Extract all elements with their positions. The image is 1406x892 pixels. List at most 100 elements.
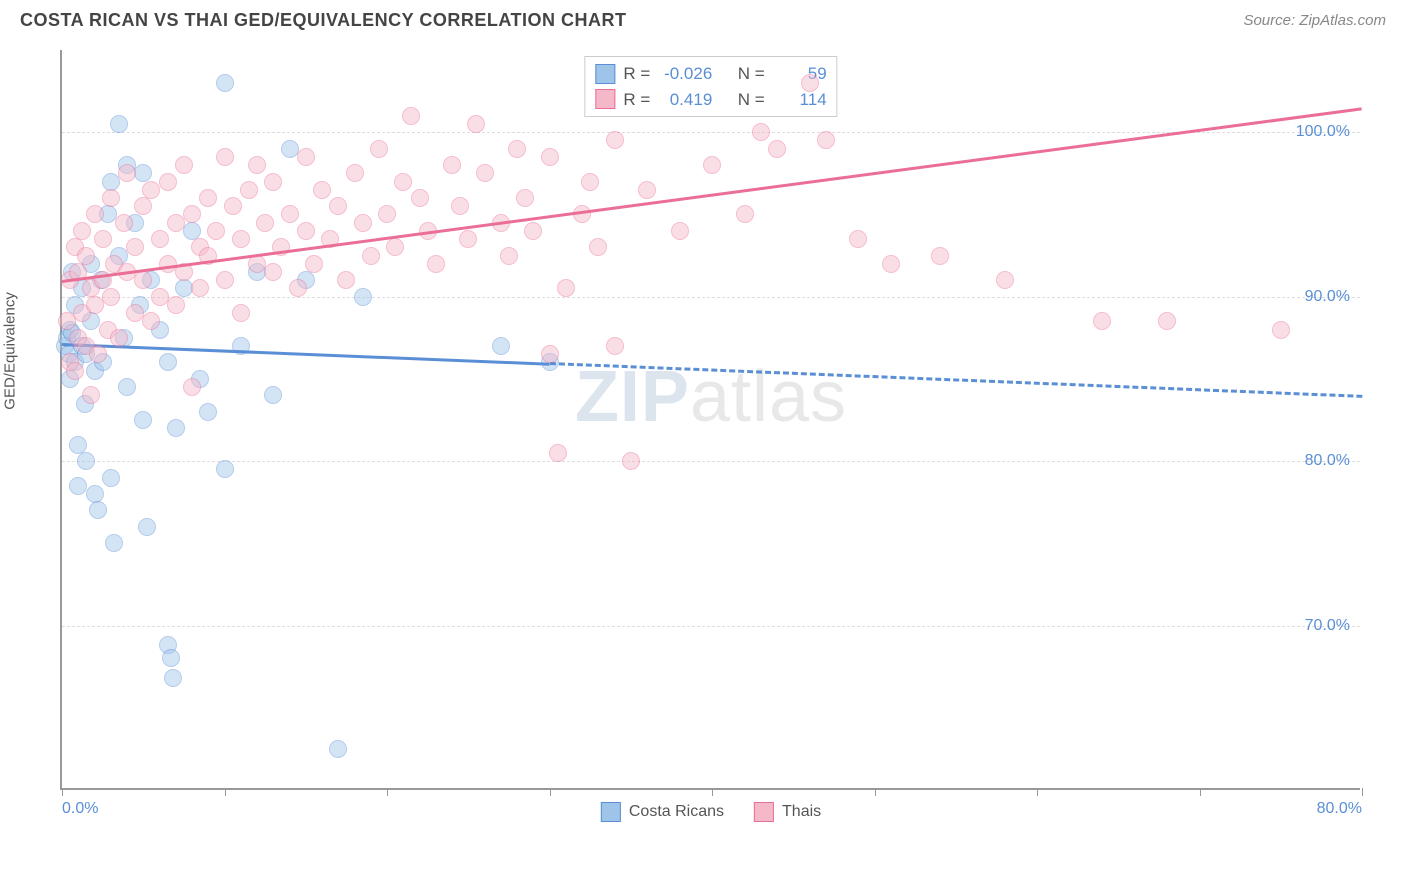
data-point	[931, 247, 949, 265]
gridline	[62, 461, 1360, 462]
series-swatch	[595, 89, 615, 109]
data-point	[159, 173, 177, 191]
data-point	[402, 107, 420, 125]
x-tick	[550, 788, 551, 796]
x-tick	[1200, 788, 1201, 796]
data-point	[524, 222, 542, 240]
x-tick	[875, 788, 876, 796]
x-tick	[225, 788, 226, 796]
stat-label-n: N =	[738, 61, 765, 87]
data-point	[289, 279, 307, 297]
data-point	[142, 312, 160, 330]
data-point	[232, 230, 250, 248]
trend-line	[62, 108, 1362, 284]
data-point	[159, 255, 177, 273]
data-point	[175, 156, 193, 174]
stat-label-r: R =	[623, 61, 650, 87]
data-point	[102, 173, 120, 191]
data-point	[134, 411, 152, 429]
data-point	[354, 288, 372, 306]
x-tick-label: 0.0%	[62, 800, 98, 818]
data-point	[216, 148, 234, 166]
data-point	[281, 140, 299, 158]
gridline	[62, 297, 1360, 298]
data-point	[86, 485, 104, 503]
data-point	[151, 288, 169, 306]
data-point	[102, 189, 120, 207]
chart-container: GED/Equivalency ZIPatlas R =-0.026 N =59…	[20, 50, 1386, 870]
data-point	[1272, 321, 1290, 339]
data-point	[817, 131, 835, 149]
data-point	[248, 156, 266, 174]
data-point	[996, 271, 1014, 289]
data-point	[801, 74, 819, 92]
data-point	[118, 164, 136, 182]
data-point	[69, 477, 87, 495]
data-point	[703, 156, 721, 174]
data-point	[329, 197, 347, 215]
data-point	[73, 222, 91, 240]
gridline	[62, 626, 1360, 627]
data-point	[118, 378, 136, 396]
x-tick	[1037, 788, 1038, 796]
legend-swatch	[601, 802, 621, 822]
data-point	[110, 115, 128, 133]
data-point	[394, 173, 412, 191]
data-point	[159, 353, 177, 371]
plot-area: ZIPatlas R =-0.026 N =59R =0.419 N =114 …	[60, 50, 1360, 790]
y-tick-label: 80.0%	[1305, 452, 1350, 470]
data-point	[516, 189, 534, 207]
data-point	[1158, 312, 1176, 330]
data-point	[459, 230, 477, 248]
x-tick	[387, 788, 388, 796]
data-point	[329, 740, 347, 758]
data-point	[82, 386, 100, 404]
data-point	[77, 247, 95, 265]
data-point	[126, 238, 144, 256]
data-point	[69, 436, 87, 454]
y-axis-label: GED/Equivalency	[2, 292, 19, 410]
stats-row: R =-0.026 N =59	[595, 61, 826, 87]
source-attribution: Source: ZipAtlas.com	[1243, 12, 1386, 29]
stat-value-r: 0.419	[658, 87, 712, 113]
data-point	[882, 255, 900, 273]
stat-value-r: -0.026	[658, 61, 712, 87]
data-point	[768, 140, 786, 158]
data-point	[86, 296, 104, 314]
legend-swatch	[754, 802, 774, 822]
data-point	[164, 669, 182, 687]
chart-title: COSTA RICAN VS THAI GED/EQUIVALENCY CORR…	[20, 10, 627, 31]
data-point	[138, 518, 156, 536]
data-point	[77, 452, 95, 470]
y-tick-label: 100.0%	[1296, 123, 1350, 141]
data-point	[134, 197, 152, 215]
legend-item: Costa Ricans	[601, 802, 724, 822]
data-point	[224, 197, 242, 215]
data-point	[89, 345, 107, 363]
data-point	[167, 214, 185, 232]
legend-label: Thais	[782, 803, 821, 821]
data-point	[264, 173, 282, 191]
data-point	[142, 181, 160, 199]
data-point	[581, 173, 599, 191]
data-point	[110, 329, 128, 347]
data-point	[232, 304, 250, 322]
data-point	[115, 214, 133, 232]
y-tick-label: 70.0%	[1305, 617, 1350, 635]
x-tick	[62, 788, 63, 796]
x-tick	[712, 788, 713, 796]
data-point	[256, 214, 274, 232]
data-point	[183, 205, 201, 223]
data-point	[102, 469, 120, 487]
stats-row: R =0.419 N =114	[595, 87, 826, 113]
data-point	[105, 534, 123, 552]
data-point	[216, 74, 234, 92]
data-point	[378, 205, 396, 223]
data-point	[305, 255, 323, 273]
x-tick	[1362, 788, 1363, 796]
data-point	[216, 460, 234, 478]
data-point	[849, 230, 867, 248]
data-point	[752, 123, 770, 141]
data-point	[313, 181, 331, 199]
data-point	[736, 205, 754, 223]
